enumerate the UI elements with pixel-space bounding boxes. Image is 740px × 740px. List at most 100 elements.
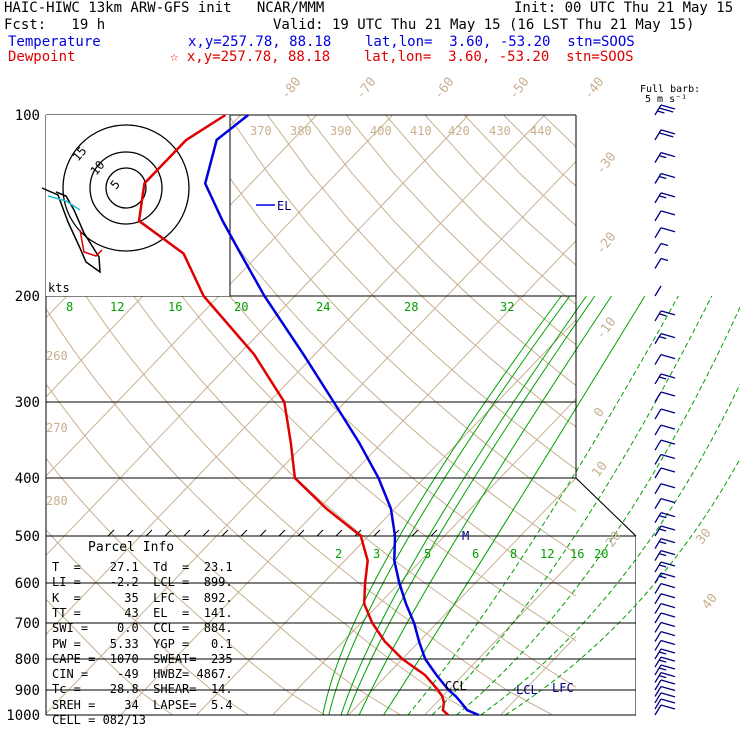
parcel-info-row: CAPE = 1070 SWEAT= 235 (52, 651, 233, 666)
wind-barb-half (659, 674, 667, 679)
isotherm-label: -30 (593, 150, 619, 178)
mixing-ratio-label: 6 (472, 547, 479, 561)
wind-barb-flag (660, 353, 676, 360)
isotherm-label: -70 (353, 75, 379, 103)
wind-barb-flag (660, 129, 676, 135)
freezing-tick (297, 529, 305, 537)
wind-barb-flag (660, 593, 676, 599)
wind-barb-staff (654, 572, 662, 584)
wind-barb-staff (654, 686, 662, 697)
wind-barb-flag (660, 537, 676, 544)
hodograph-trace-upper (47, 195, 81, 211)
theta-label: 370 (250, 124, 272, 138)
barb-units: 5 m s⁻¹ (645, 94, 688, 105)
mixing-ratio-label: 28 (404, 300, 418, 314)
isotherm-line (120, 239, 576, 715)
pressure-tick-label: 700 (15, 616, 40, 632)
parcel-info-title: Parcel Info (88, 540, 175, 555)
wind-barb-flag (660, 439, 676, 445)
level-label: EL (277, 199, 291, 213)
wind-barb-staff (654, 672, 662, 683)
freezing-tick (278, 529, 286, 537)
wind-barb-staff (654, 258, 662, 269)
wind-barb-flag (660, 664, 676, 670)
wind-barb-flag (660, 104, 676, 110)
wind-barb-flag (660, 453, 676, 460)
barb-title: Full barb: (640, 84, 701, 95)
parcel-info-row: PW = 5.33 YGP = 0.1 (52, 636, 233, 651)
wind-barb-staff (654, 354, 662, 365)
wind-barb-flag (660, 648, 676, 654)
wind-barb-staff (654, 631, 662, 642)
wind-barb-half (659, 575, 667, 579)
theta-label: 420 (448, 124, 470, 138)
dewpoint-profile (137, 113, 450, 716)
mixing-ratio-line (504, 457, 740, 716)
freezing-tick (202, 529, 210, 537)
pressure-tick-label: 100 (15, 108, 40, 124)
isotherm-line (0, 115, 13, 715)
theta-label: 270 (46, 421, 68, 435)
wind-barb-flag (660, 639, 676, 646)
theta-label: 280 (46, 494, 68, 508)
wind-barb-half (659, 540, 667, 545)
freezing-tick (411, 529, 419, 537)
wind-barb-half (659, 515, 667, 519)
mixing-ratio-line (328, 295, 571, 716)
dry-adiabat-line (424, 115, 576, 266)
freezing-tick (259, 529, 267, 537)
wind-barb-flag (660, 630, 676, 637)
wind-barb-staff (654, 454, 662, 465)
pressure-tick-label: 400 (15, 471, 40, 487)
isotherm-label: -60 (431, 75, 457, 103)
mixing-ratio-label: 32 (500, 300, 514, 314)
parcel-info-row: CIN = -49 HWBZ= 4867. (52, 667, 233, 682)
mixing-ratio-line (407, 295, 679, 716)
wind-barb-staff (654, 498, 662, 509)
isotherm-label: 40 (699, 591, 720, 613)
mixing-ratio-label: 16 (168, 300, 182, 314)
hodograph-ring (105, 167, 147, 209)
wind-barb-staff (654, 538, 662, 549)
init-time: Init: 00 UTC Thu 21 May 15 (514, 0, 734, 16)
wind-barb-staff (654, 104, 662, 116)
mixing-ratio-line (480, 382, 740, 716)
theta-label: 260 (46, 349, 68, 363)
wind-barb-flag (660, 172, 676, 179)
isotherm-label: 10 (589, 459, 610, 481)
freezing-tick (373, 529, 381, 537)
isotherm-line (46, 115, 545, 636)
mixing-ratio-label: 5 (424, 547, 431, 561)
wind-barb-staff (654, 612, 662, 624)
dry-adiabat-line (149, 115, 576, 555)
wind-barb-staff (654, 622, 662, 633)
isotherm-label: -50 (506, 75, 532, 103)
wind-barb-staff (654, 467, 662, 479)
wind-barb-staff (654, 243, 662, 254)
wind-barb-flag (660, 310, 676, 316)
wind-barb-flag (660, 582, 676, 589)
dry-adiabat-line (46, 457, 355, 715)
pressure-tick-label: 1000 (6, 708, 40, 724)
wind-barb-flag (660, 151, 676, 158)
wind-barb-staff (654, 593, 662, 605)
wind-barb-staff (654, 525, 662, 537)
isotherm-line (424, 556, 576, 715)
wind-barb-half (659, 175, 667, 180)
dry-adiabat-line (542, 115, 576, 148)
wind-barb-staff (654, 227, 662, 239)
wind-barb-staff (654, 692, 662, 704)
dry-adiabat-line (46, 229, 576, 715)
isotherm-line (348, 477, 576, 715)
temperature-profile (203, 114, 480, 717)
wind-barb-half (659, 659, 667, 663)
wind-barb-half (659, 154, 667, 159)
freezing-tick (430, 529, 438, 537)
theta-label: 390 (330, 124, 352, 138)
wind-barb-staff (654, 408, 662, 420)
mixing-ratio-line (358, 295, 612, 716)
temperature-station-info: x,y=257.78, 88.18 lat,lon= 3.60, -53.20 … (188, 34, 635, 50)
mixing-ratio-line (456, 306, 740, 716)
hodograph-units-label: kts (48, 281, 70, 295)
